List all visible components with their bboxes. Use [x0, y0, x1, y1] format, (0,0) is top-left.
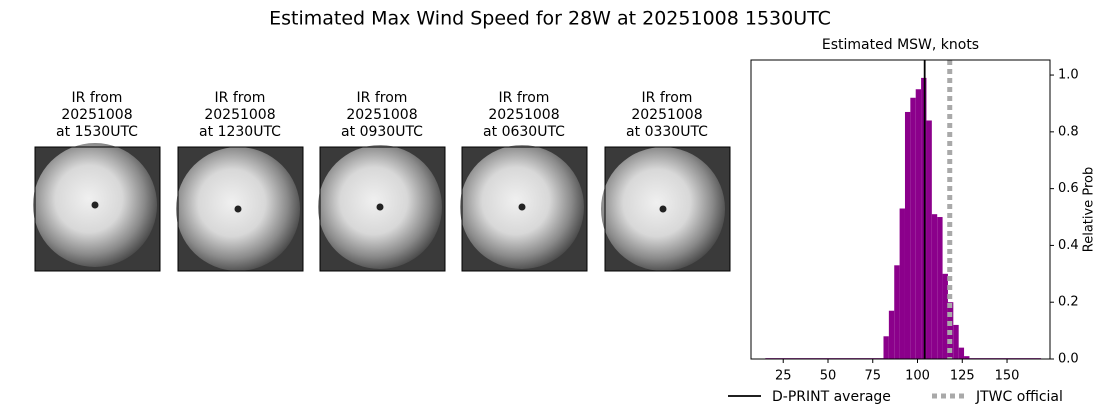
- panel-title: IR from: [642, 90, 693, 106]
- panel-title: IR from: [215, 90, 266, 106]
- panel-title: IR from: [499, 90, 550, 106]
- bar: [964, 356, 970, 359]
- bar: [942, 273, 948, 359]
- ir-frame: [604, 146, 731, 272]
- bar: [953, 324, 959, 359]
- panel-title: IR from: [357, 90, 408, 106]
- panel-title: 20251008: [488, 107, 559, 123]
- x-tick-label: 25: [775, 369, 792, 384]
- plot-frame: [750, 59, 1051, 360]
- bar: [888, 310, 895, 359]
- x-tick-label: 125: [950, 369, 975, 384]
- bar: [931, 214, 938, 359]
- panel-title: at 0630UTC: [483, 124, 565, 140]
- panel-title: 20251008: [631, 107, 702, 123]
- storm-eye: [91, 201, 99, 209]
- panel-title: at 1230UTC: [199, 124, 281, 140]
- ir-frame: [319, 146, 446, 272]
- bar: [910, 97, 916, 359]
- bar: [937, 217, 943, 359]
- panel-title: 20251008: [204, 107, 275, 123]
- y-tick-label: 1.0: [1058, 68, 1079, 83]
- x-tick-label: 150: [995, 369, 1020, 384]
- panel-title: IR from: [72, 90, 123, 106]
- y-tick-label: 0.4: [1058, 238, 1079, 253]
- bar: [904, 111, 911, 360]
- panel-title: at 0330UTC: [626, 124, 708, 140]
- y-tick-label: 0.8: [1058, 124, 1079, 139]
- bar: [899, 208, 905, 359]
- bar: [915, 89, 922, 359]
- bar: [958, 347, 965, 359]
- y-tick-label: 0.6: [1058, 181, 1079, 196]
- panel-title: at 1530UTC: [56, 124, 138, 140]
- y-tick-label: 0.2: [1058, 295, 1079, 310]
- legend-label: D-PRINT average: [772, 389, 891, 405]
- y-axis-label: Relative Prob: [1082, 167, 1097, 252]
- figure-title: Estimated Max Wind Speed for 28W at 2025…: [269, 8, 831, 30]
- storm-eye: [376, 203, 384, 211]
- y-tick-label: 0.0: [1058, 352, 1079, 367]
- panel-title: 20251008: [346, 107, 417, 123]
- storm-eye: [234, 205, 242, 213]
- legend-label: JTWC official: [975, 389, 1063, 405]
- chart-title: Estimated MSW, knots: [822, 37, 979, 53]
- x-tick-label: 75: [864, 369, 881, 384]
- storm-eye: [518, 203, 526, 211]
- ir-frame: [461, 146, 588, 272]
- ir-frame: [177, 146, 304, 272]
- bar: [894, 265, 900, 359]
- panel-title: at 0930UTC: [341, 124, 423, 140]
- storm-eye: [659, 205, 667, 213]
- bar: [926, 120, 932, 360]
- x-tick-label: 100: [905, 369, 930, 384]
- panel-title: 20251008: [61, 107, 132, 123]
- bar: [883, 336, 889, 359]
- ir-frame: [34, 146, 161, 272]
- x-tick-label: 50: [820, 369, 837, 384]
